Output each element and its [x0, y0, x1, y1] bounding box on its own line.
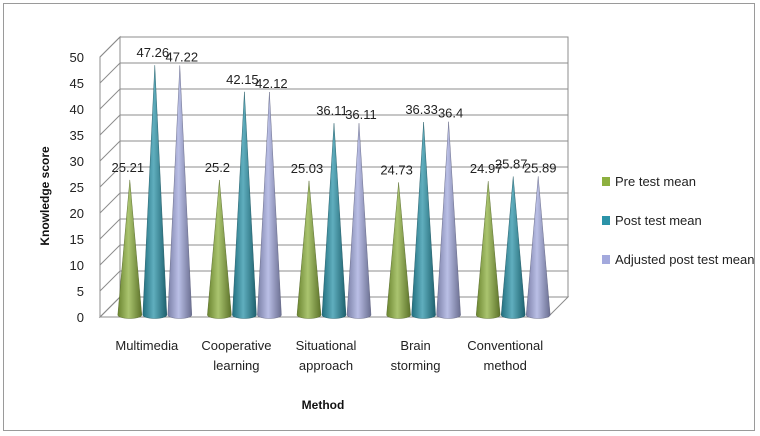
cone-body — [436, 121, 461, 319]
cone-body — [386, 182, 411, 319]
y-tick-label: 30 — [70, 154, 84, 169]
cone-body — [117, 179, 143, 319]
legend: Pre test mean Post test mean Adjusted post… — [602, 174, 754, 267]
data-label: 24.73 — [380, 162, 413, 177]
legend-label: Adjusted post test mean — [615, 252, 754, 267]
gridline — [99, 166, 568, 188]
gridline — [99, 88, 568, 110]
gridline — [99, 192, 568, 214]
data-label: 42.15 — [226, 72, 259, 87]
y-tick-label: 5 — [77, 284, 84, 299]
cone-body — [257, 91, 282, 319]
category-label: Brain storming — [391, 338, 441, 373]
cone-body — [500, 176, 526, 319]
data-label: 24.97 — [470, 161, 503, 176]
legend-item: Adjusted post test mean — [602, 252, 754, 267]
y-tick-label: 40 — [70, 102, 84, 117]
cone-body — [207, 179, 232, 319]
y-tick-label: 25 — [70, 180, 84, 195]
data-label: 25.87 — [495, 156, 528, 171]
category-label-line: Conventional — [467, 338, 543, 353]
cone — [232, 91, 257, 319]
cone — [475, 181, 501, 319]
y-tick-label: 15 — [70, 232, 84, 247]
cones — [117, 65, 551, 319]
category-label-line: Situational — [296, 338, 357, 353]
data-label: 25.89 — [524, 160, 557, 175]
cone — [500, 176, 526, 319]
gridline — [99, 114, 568, 136]
category-label-line: method — [484, 358, 527, 373]
cone-body — [321, 123, 347, 319]
cone — [257, 91, 282, 319]
y-axis-ticks: 0 5 10 15 20 25 30 35 40 45 50 — [70, 50, 84, 325]
cone — [436, 121, 461, 319]
cone-body — [346, 123, 372, 319]
cone-body — [232, 91, 257, 319]
category-label-line: Multimedia — [115, 338, 179, 353]
category-label: Situational approach — [296, 338, 357, 373]
gridline — [99, 140, 568, 162]
x-axis-title: Method — [302, 398, 345, 412]
cone — [411, 122, 436, 319]
cone-body — [411, 122, 436, 319]
cone — [525, 176, 551, 319]
category-label-line: Cooperative — [201, 338, 271, 353]
category-label: Conventional method — [467, 338, 543, 373]
cone-body — [525, 176, 551, 319]
data-label: 36.4 — [438, 106, 463, 121]
legend-swatch — [602, 255, 610, 264]
y-tick-label: 35 — [70, 128, 84, 143]
data-label: 42.12 — [255, 76, 288, 91]
y-tick-label: 0 — [77, 310, 84, 325]
legend-swatch — [602, 177, 610, 186]
legend-swatch — [602, 216, 610, 225]
y-tick-label: 10 — [70, 258, 84, 273]
cone — [167, 65, 193, 319]
category-label: Cooperative learning — [201, 338, 271, 373]
cone-body — [142, 65, 168, 319]
category-label-line: learning — [213, 358, 259, 373]
data-label: 36.33 — [405, 102, 438, 117]
gridline — [99, 62, 568, 84]
cone — [321, 123, 347, 319]
legend-label: Post test mean — [615, 213, 702, 228]
data-label: 36.11 — [345, 107, 377, 122]
cone — [142, 65, 168, 319]
y-tick-label: 45 — [70, 76, 84, 91]
category-label: Multimedia — [115, 338, 179, 353]
cone-body — [296, 180, 322, 319]
data-label: 25.03 — [291, 161, 324, 176]
category-labels: Multimedia Cooperative learning Situational… — [115, 338, 543, 373]
y-axis-title: Knowledge score — [38, 146, 52, 246]
data-label: 25.2 — [205, 160, 230, 175]
gridline — [99, 36, 568, 58]
cone — [117, 179, 143, 319]
y-tick-label: 20 — [70, 206, 84, 221]
legend-label: Pre test mean — [615, 174, 696, 189]
data-labels: 25.2147.2647.2225.242.1542.1225.0336.113… — [112, 45, 557, 177]
category-label-line: approach — [299, 358, 353, 373]
cone — [386, 182, 411, 319]
data-label: 36.11 — [316, 103, 348, 118]
category-label-line: storming — [391, 358, 441, 373]
data-label: 47.22 — [166, 49, 199, 64]
data-label: 47.26 — [137, 45, 170, 60]
legend-item: Pre test mean — [602, 174, 696, 189]
data-label: 25.21 — [112, 160, 145, 175]
cone — [346, 123, 372, 319]
cone-body — [167, 65, 193, 319]
legend-item: Post test mean — [602, 213, 702, 228]
cone — [207, 179, 232, 319]
y-tick-label: 50 — [70, 50, 84, 65]
cone — [296, 180, 322, 319]
category-label-line: Brain — [400, 338, 430, 353]
cone-body — [475, 181, 501, 319]
